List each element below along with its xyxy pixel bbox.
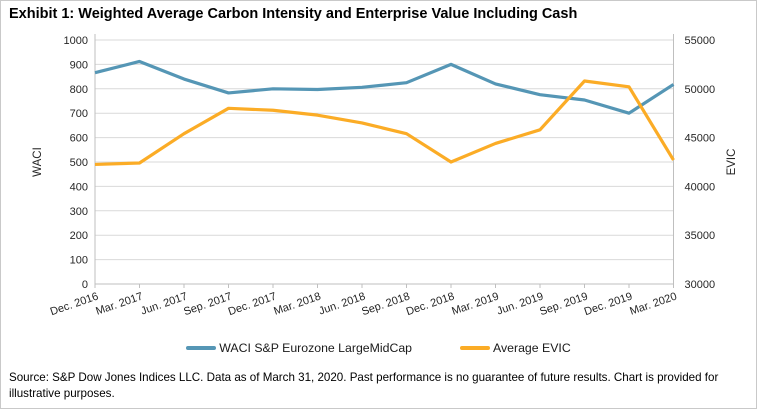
right-axis-title: EVIC bbox=[726, 149, 738, 176]
right-axis-tick-label: 55000 bbox=[685, 35, 716, 47]
x-axis-tick-label: Sep. 2018 bbox=[360, 290, 411, 318]
right-axis-tick-label: 30000 bbox=[685, 279, 716, 291]
x-axis-tick-label: Dec. 2017 bbox=[227, 290, 278, 318]
left-axis-tick-label: 0 bbox=[82, 279, 88, 291]
x-axis-tick-label: Mar. 2017 bbox=[94, 290, 144, 317]
left-axis-tick-label: 200 bbox=[70, 230, 88, 242]
series-line-0 bbox=[94, 59, 675, 115]
left-axis-tick-label: 600 bbox=[70, 133, 88, 145]
left-axis-tick-label: 700 bbox=[70, 108, 88, 120]
waci-line-swatch bbox=[186, 346, 217, 350]
left-axis-tick-label: 100 bbox=[70, 255, 88, 267]
x-axis-tick-label: Dec. 2016 bbox=[49, 290, 100, 318]
series-line-1 bbox=[94, 79, 675, 167]
x-axis-tick-label: Mar. 2018 bbox=[272, 290, 322, 317]
x-axis-tick-label: Jun. 2017 bbox=[139, 290, 189, 317]
source-note: Source: S&P Dow Jones Indices LLC. Data … bbox=[9, 371, 719, 400]
left-axis-tick-label: 400 bbox=[70, 181, 88, 193]
x-axis-tick-label: Dec. 2018 bbox=[405, 290, 456, 318]
left-axis-tick-label: 300 bbox=[70, 206, 88, 218]
left-axis-tick-label: 1000 bbox=[64, 35, 88, 47]
x-axis-tick-label: Jun. 2018 bbox=[317, 290, 367, 317]
left-axis-tick-label: 800 bbox=[70, 84, 88, 96]
legend-item-waci: WACI S&P Eurozone LargeMidCap bbox=[186, 341, 412, 355]
x-axis-tick-label: Sep. 2019 bbox=[538, 290, 589, 318]
left-axis-tick-label: 500 bbox=[70, 157, 88, 169]
legend-item-evic: Average EVIC bbox=[460, 341, 571, 355]
chart-canvas: 0 100 200 300 400 500 600 700 800 900 1000 30000 350… bbox=[32, 34, 738, 318]
legend-label-evic: Average EVIC bbox=[493, 341, 571, 355]
x-axis-tick-label: Dec. 2019 bbox=[583, 290, 634, 318]
right-axis-tick-label: 40000 bbox=[685, 181, 716, 193]
left-axis-title: WACI bbox=[32, 147, 44, 177]
x-axis-tick-label: Mar. 2019 bbox=[450, 290, 500, 317]
legend-label-waci: WACI S&P Eurozone LargeMidCap bbox=[219, 341, 413, 355]
evic-line-swatch bbox=[460, 346, 491, 350]
right-axis-tick-label: 50000 bbox=[685, 84, 716, 96]
x-axis-tick-label: Sep. 2017 bbox=[182, 290, 233, 318]
legend: WACI S&P Eurozone LargeMidCap Average EV… bbox=[1, 341, 756, 355]
x-axis-tick-label: Mar. 2020 bbox=[628, 290, 678, 317]
right-axis-tick-label: 35000 bbox=[685, 230, 716, 242]
x-axis-tick-label: Jun. 2019 bbox=[495, 290, 545, 317]
left-axis-tick-label: 900 bbox=[70, 59, 88, 71]
chart-title: Exhibit 1: Weighted Average Carbon Inten… bbox=[9, 6, 578, 22]
right-axis-tick-label: 45000 bbox=[685, 133, 716, 145]
